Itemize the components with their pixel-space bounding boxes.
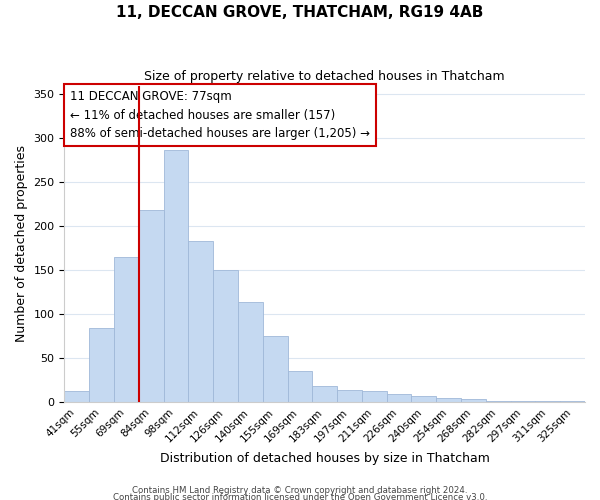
Text: Contains HM Land Registry data © Crown copyright and database right 2024.: Contains HM Land Registry data © Crown c… [132, 486, 468, 495]
Bar [64, 392, 89, 402]
Bar [386, 394, 412, 402]
Bar [511, 401, 535, 402]
Bar [412, 396, 436, 402]
Bar [560, 401, 585, 402]
Bar [164, 150, 188, 402]
Bar [213, 270, 238, 402]
Bar [461, 400, 486, 402]
Text: 11 DECCAN GROVE: 77sqm
← 11% of detached houses are smaller (157)
88% of semi-de: 11 DECCAN GROVE: 77sqm ← 11% of detached… [70, 90, 370, 140]
Bar [486, 401, 511, 402]
Bar [114, 257, 139, 402]
Bar [139, 210, 164, 402]
Bar [89, 328, 114, 402]
Bar [313, 386, 337, 402]
Bar [287, 371, 313, 402]
Bar [362, 392, 386, 402]
X-axis label: Distribution of detached houses by size in Thatcham: Distribution of detached houses by size … [160, 452, 490, 465]
Bar [436, 398, 461, 402]
Text: Contains public sector information licensed under the Open Government Licence v3: Contains public sector information licen… [113, 494, 487, 500]
Bar [535, 401, 560, 402]
Text: 11, DECCAN GROVE, THATCHAM, RG19 4AB: 11, DECCAN GROVE, THATCHAM, RG19 4AB [116, 5, 484, 20]
Bar [188, 241, 213, 402]
Bar [238, 302, 263, 402]
Bar [337, 390, 362, 402]
Y-axis label: Number of detached properties: Number of detached properties [15, 146, 28, 342]
Title: Size of property relative to detached houses in Thatcham: Size of property relative to detached ho… [145, 70, 505, 83]
Bar [263, 336, 287, 402]
